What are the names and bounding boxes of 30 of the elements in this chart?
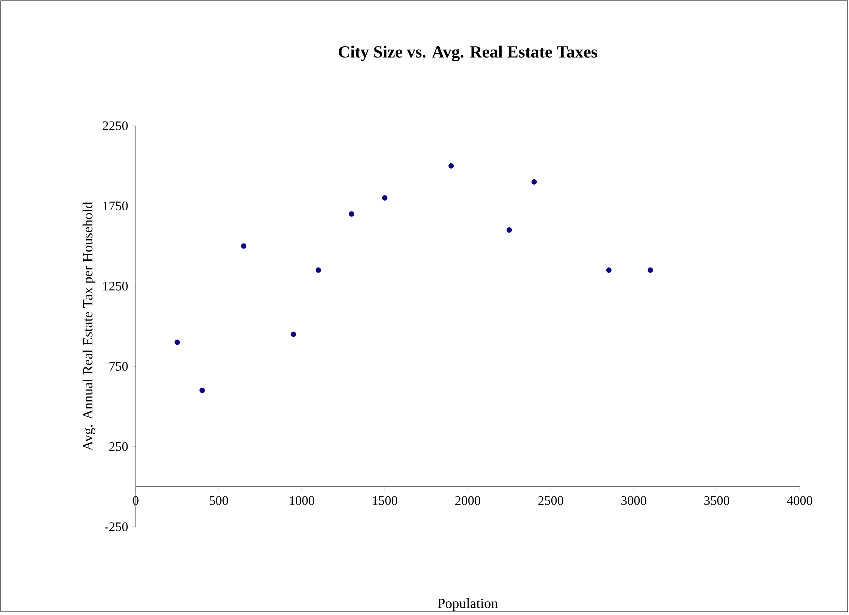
point bbox=[448, 164, 454, 170]
point bbox=[316, 268, 322, 274]
x-tick-label: 3000 bbox=[622, 496, 647, 506]
point bbox=[532, 180, 538, 186]
x-axis-title: Population bbox=[438, 598, 498, 612]
point bbox=[200, 388, 206, 394]
x-tick-label: 3500 bbox=[704, 496, 730, 506]
y-tick-label: 1750 bbox=[104, 202, 128, 211]
point bbox=[606, 268, 612, 274]
y-tick-label: 250 bbox=[110, 442, 128, 452]
point bbox=[174, 340, 180, 346]
y-tick-label: 1250 bbox=[104, 282, 128, 291]
y-axis-title: Avg. Annual Real Estate Tax per Household bbox=[82, 202, 96, 452]
point bbox=[648, 268, 654, 274]
x-tick-label: 2500 bbox=[538, 496, 564, 506]
point bbox=[291, 332, 296, 338]
y-tick-label: -250 bbox=[105, 522, 128, 532]
x-tick-label: 4000 bbox=[787, 496, 813, 506]
chart-title: City Size vs. Avg. Real Estate Taxes bbox=[338, 46, 598, 62]
y-tick-label: 2250 bbox=[103, 122, 128, 131]
x-tick-label: 1000 bbox=[290, 496, 315, 506]
point bbox=[349, 212, 355, 218]
x-tick-label: 0 bbox=[133, 496, 139, 506]
x-tick-label: 1500 bbox=[373, 496, 398, 506]
y-tick-label: 750 bbox=[110, 362, 128, 372]
point bbox=[241, 244, 247, 250]
point bbox=[382, 196, 388, 202]
x-tick-label: 500 bbox=[210, 496, 228, 506]
point bbox=[506, 228, 512, 234]
x-tick-label: 2000 bbox=[456, 496, 481, 506]
